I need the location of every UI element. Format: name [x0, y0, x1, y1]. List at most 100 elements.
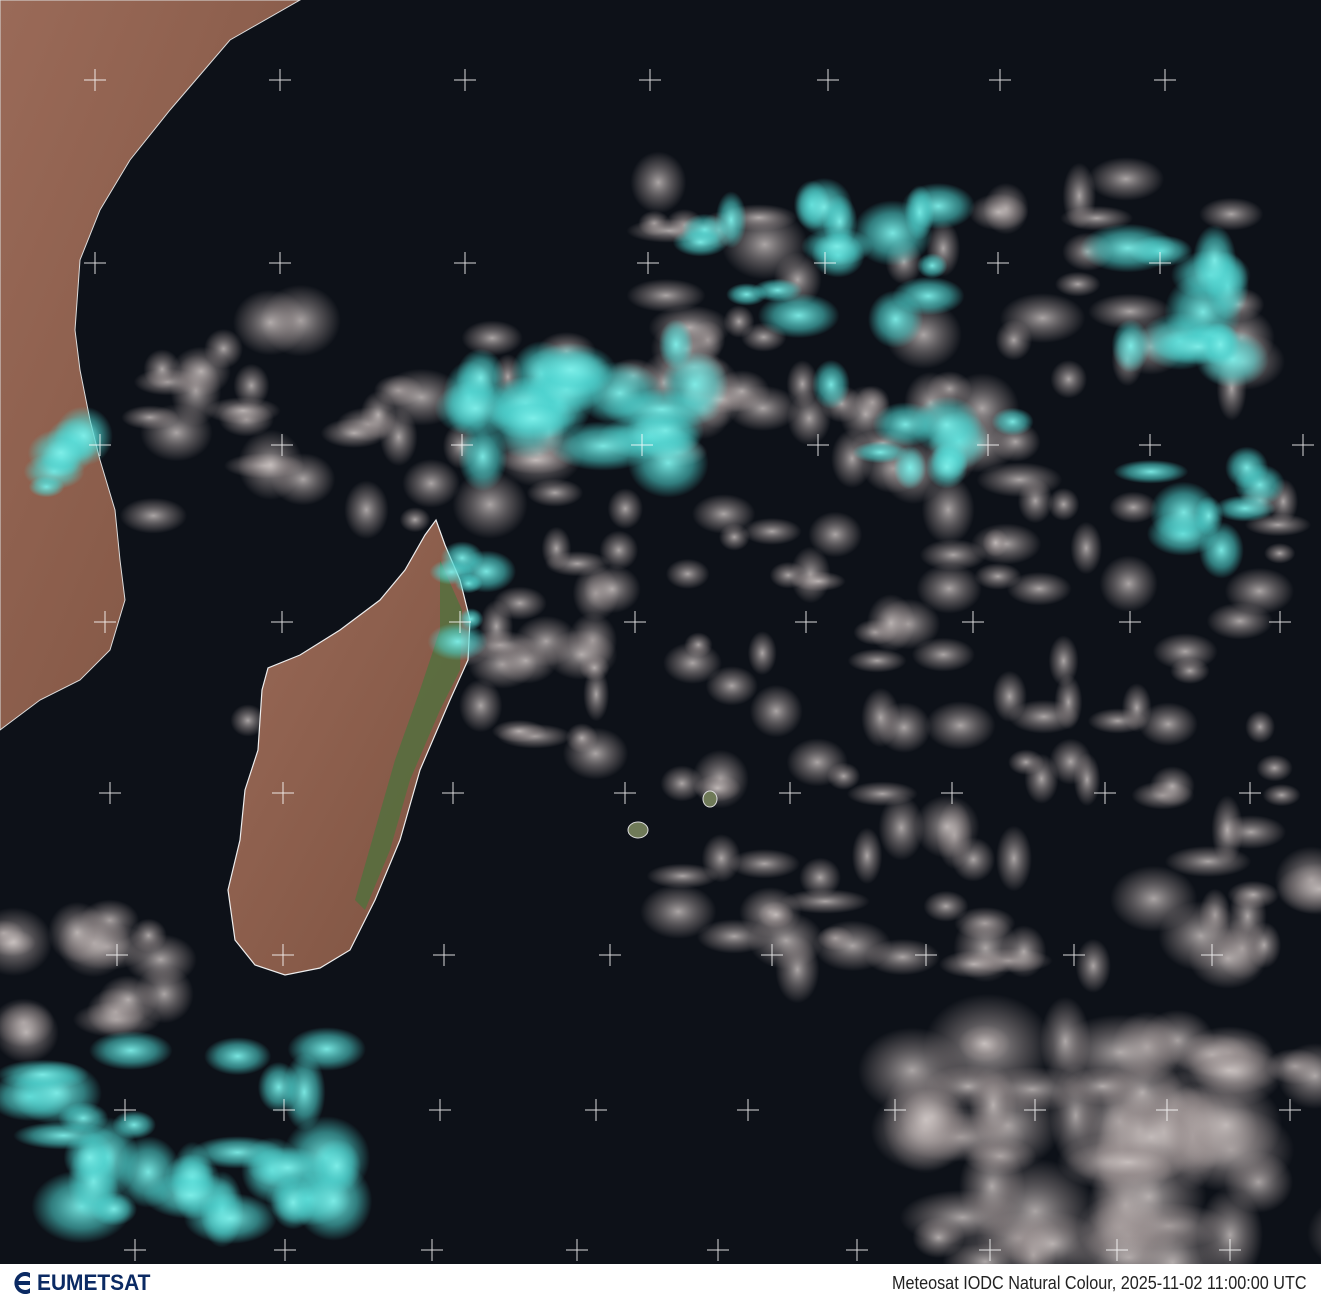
cloud — [1047, 487, 1080, 521]
cloud — [939, 950, 1009, 979]
cloud — [757, 901, 795, 929]
cloud — [974, 562, 1022, 590]
cloud — [1262, 783, 1301, 807]
cloud — [791, 571, 846, 592]
cloud — [233, 363, 270, 408]
cloud — [1206, 602, 1273, 640]
grid-cross-marker — [1106, 1239, 1128, 1261]
cloud — [143, 349, 181, 389]
grid-cross-marker — [89, 434, 111, 456]
grid-cross-marker — [272, 944, 294, 966]
cloud — [1164, 845, 1252, 878]
cloud — [583, 667, 610, 722]
eumetsat-logo-icon — [14, 1272, 30, 1294]
grid-cross-marker — [979, 1239, 1001, 1261]
cloud — [1062, 162, 1097, 229]
cloud — [757, 292, 840, 339]
cloud — [742, 517, 802, 545]
grid-cross-marker — [941, 782, 963, 804]
cloud — [891, 276, 965, 316]
cloud — [1176, 1046, 1283, 1095]
cloud — [852, 200, 933, 267]
grid-cross-marker — [124, 1239, 146, 1261]
grid-cross-marker — [884, 1099, 906, 1121]
ice-clouds — [0, 177, 1286, 1248]
cloud — [726, 283, 768, 306]
grid-cross-marker — [1239, 782, 1261, 804]
water-clouds — [0, 151, 1321, 1264]
grid-cross-marker — [454, 69, 476, 91]
grid-cross-marker — [1094, 782, 1116, 804]
grid-cross-marker — [449, 611, 471, 633]
cloud — [204, 1037, 272, 1076]
cloud — [995, 825, 1032, 892]
grid-cross-marker — [84, 252, 106, 274]
cloud — [1087, 157, 1165, 201]
grid-cross-marker — [273, 1099, 295, 1121]
cloud — [1008, 699, 1080, 734]
cloud — [287, 1027, 366, 1071]
cloud — [852, 441, 908, 464]
grid-cross-marker — [269, 69, 291, 91]
cloud — [1152, 633, 1218, 670]
grid-cross-marker — [451, 434, 473, 456]
cloud — [847, 648, 907, 673]
reunion-island — [627, 821, 649, 839]
cloud — [1087, 708, 1148, 734]
cloud — [826, 762, 861, 790]
cloud — [599, 530, 639, 570]
grid-cross-marker — [272, 782, 294, 804]
eumetsat-logo: EUMETSAT — [8, 1270, 156, 1296]
cloud — [1111, 318, 1150, 373]
grid-cross-marker — [795, 611, 817, 633]
grid-cross-marker — [737, 1099, 759, 1121]
grid-cross-marker — [566, 1239, 588, 1261]
cloud — [461, 320, 523, 356]
cloud — [489, 396, 578, 441]
grid-cross-marker — [429, 1099, 451, 1121]
cloud — [808, 511, 863, 558]
grid-cross-marker — [1154, 69, 1176, 91]
cloud — [579, 654, 610, 681]
cloud — [705, 666, 758, 706]
cloud — [312, 1138, 362, 1193]
cloud — [607, 488, 643, 530]
grid-cross-marker — [271, 611, 293, 633]
cloud — [143, 1171, 238, 1219]
grid-cross-marker — [977, 434, 999, 456]
grid-cross-marker — [1279, 1099, 1301, 1121]
cloud — [693, 774, 742, 802]
cloud — [459, 679, 503, 733]
cloud — [1109, 491, 1158, 524]
cloud — [1075, 938, 1111, 993]
cloud — [452, 470, 528, 539]
grid-cross-marker — [1119, 611, 1141, 633]
cloud — [270, 453, 336, 506]
cloud — [1070, 521, 1103, 575]
cloud — [1048, 635, 1079, 687]
cloud — [130, 918, 167, 953]
cloud — [1062, 1067, 1143, 1106]
cloud — [1073, 752, 1101, 807]
grid-cross-marker — [637, 252, 659, 274]
cloud — [402, 458, 460, 508]
cloud — [982, 528, 1009, 558]
grid-cross-marker — [585, 1099, 607, 1121]
cloud — [1040, 996, 1091, 1087]
cloud — [991, 407, 1034, 436]
grid-cross-marker — [779, 782, 801, 804]
cloud — [1245, 710, 1276, 744]
cloud — [204, 328, 243, 369]
grid-cross-marker — [962, 611, 984, 633]
cloud — [923, 890, 969, 922]
grid-cross-marker — [442, 782, 464, 804]
cloud — [882, 1066, 970, 1174]
cloud — [786, 360, 819, 408]
cloud — [230, 704, 266, 737]
grid-cross-marker — [707, 1239, 729, 1261]
grid-cross-marker — [1269, 611, 1291, 633]
cloud — [1277, 1043, 1321, 1110]
cloud — [1149, 766, 1195, 807]
cloud — [458, 421, 508, 492]
grid-cross-marker — [271, 434, 293, 456]
